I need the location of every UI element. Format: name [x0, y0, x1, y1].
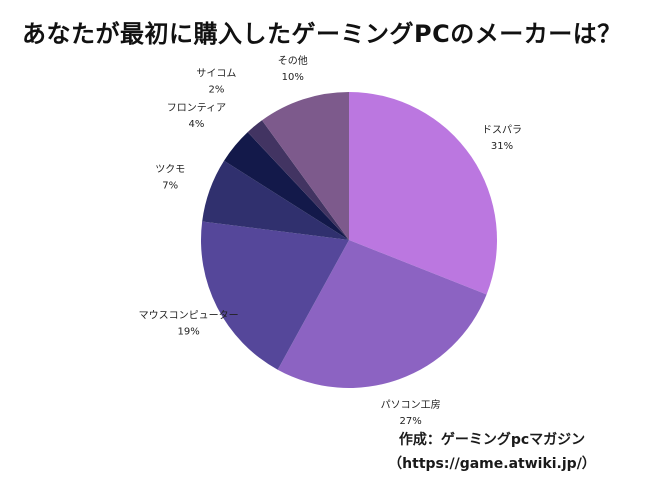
pie-slice-5 [224, 132, 349, 240]
pie-slice-2 [277, 240, 487, 389]
slice-percent-4: 7% [162, 181, 178, 192]
credit-line-2: （https://game.atwiki.jp/） [388, 456, 596, 472]
credit: 作成：ゲーミングpcマガジン （https://game.atwiki.jp/） [362, 428, 622, 476]
credit-line-1: 作成：ゲーミングpcマガジン [398, 432, 586, 448]
slice-label-3: マウスコンピューター [139, 310, 239, 322]
slice-percent-5: 4% [189, 119, 205, 130]
slice-percent-6: 2% [208, 85, 224, 96]
slice-percent-2: 27% [400, 416, 422, 427]
chart-title: あなたが最初に購入したゲーミングPCのメーカーは？ [22, 20, 622, 48]
slice-label-7: その他 [278, 54, 308, 67]
pie-slice-6 [247, 120, 349, 240]
slice-label-5: フロンティア [167, 103, 226, 114]
pie-slice-4 [202, 160, 349, 240]
pie-slice-3 [200, 221, 349, 370]
slice-label-4: ツクモ [155, 164, 185, 176]
pie-slice-7 [262, 92, 349, 240]
slice-percent-1: 31% [491, 141, 513, 152]
slice-percent-3: 19% [178, 327, 200, 338]
pie-slice-1 [349, 92, 498, 295]
slice-label-2: パソコン工房 [381, 398, 441, 411]
slice-label-1: ドスパラ [482, 124, 522, 136]
slice-label-6: サイコム [196, 68, 236, 80]
slice-percent-7: 10% [282, 72, 304, 83]
